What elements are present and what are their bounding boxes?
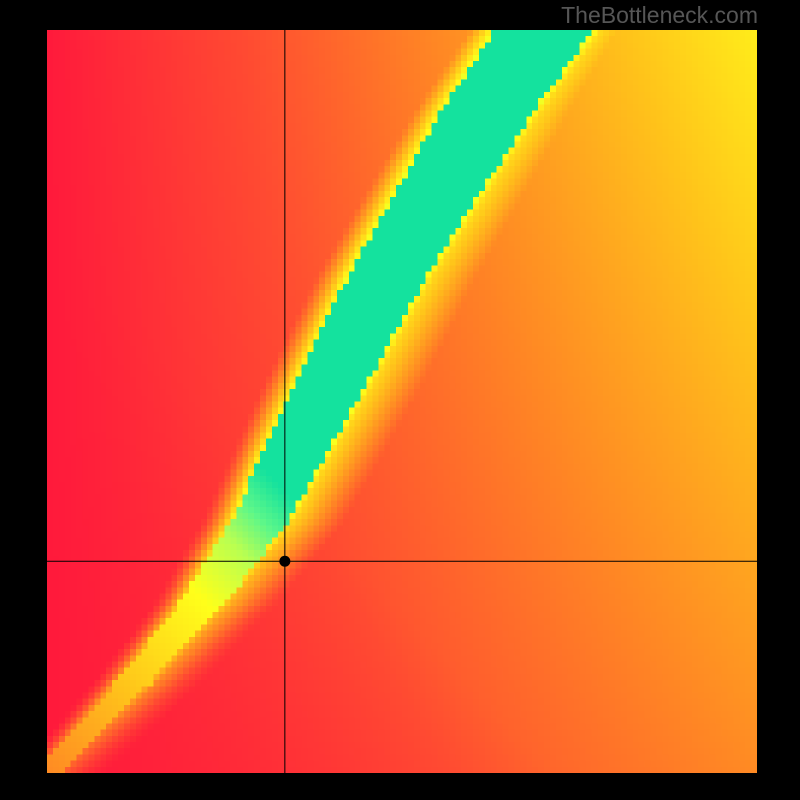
- chart-container: TheBottleneck.com: [0, 0, 800, 800]
- watermark-text: TheBottleneck.com: [561, 2, 758, 29]
- bottleneck-heatmap: [47, 30, 757, 773]
